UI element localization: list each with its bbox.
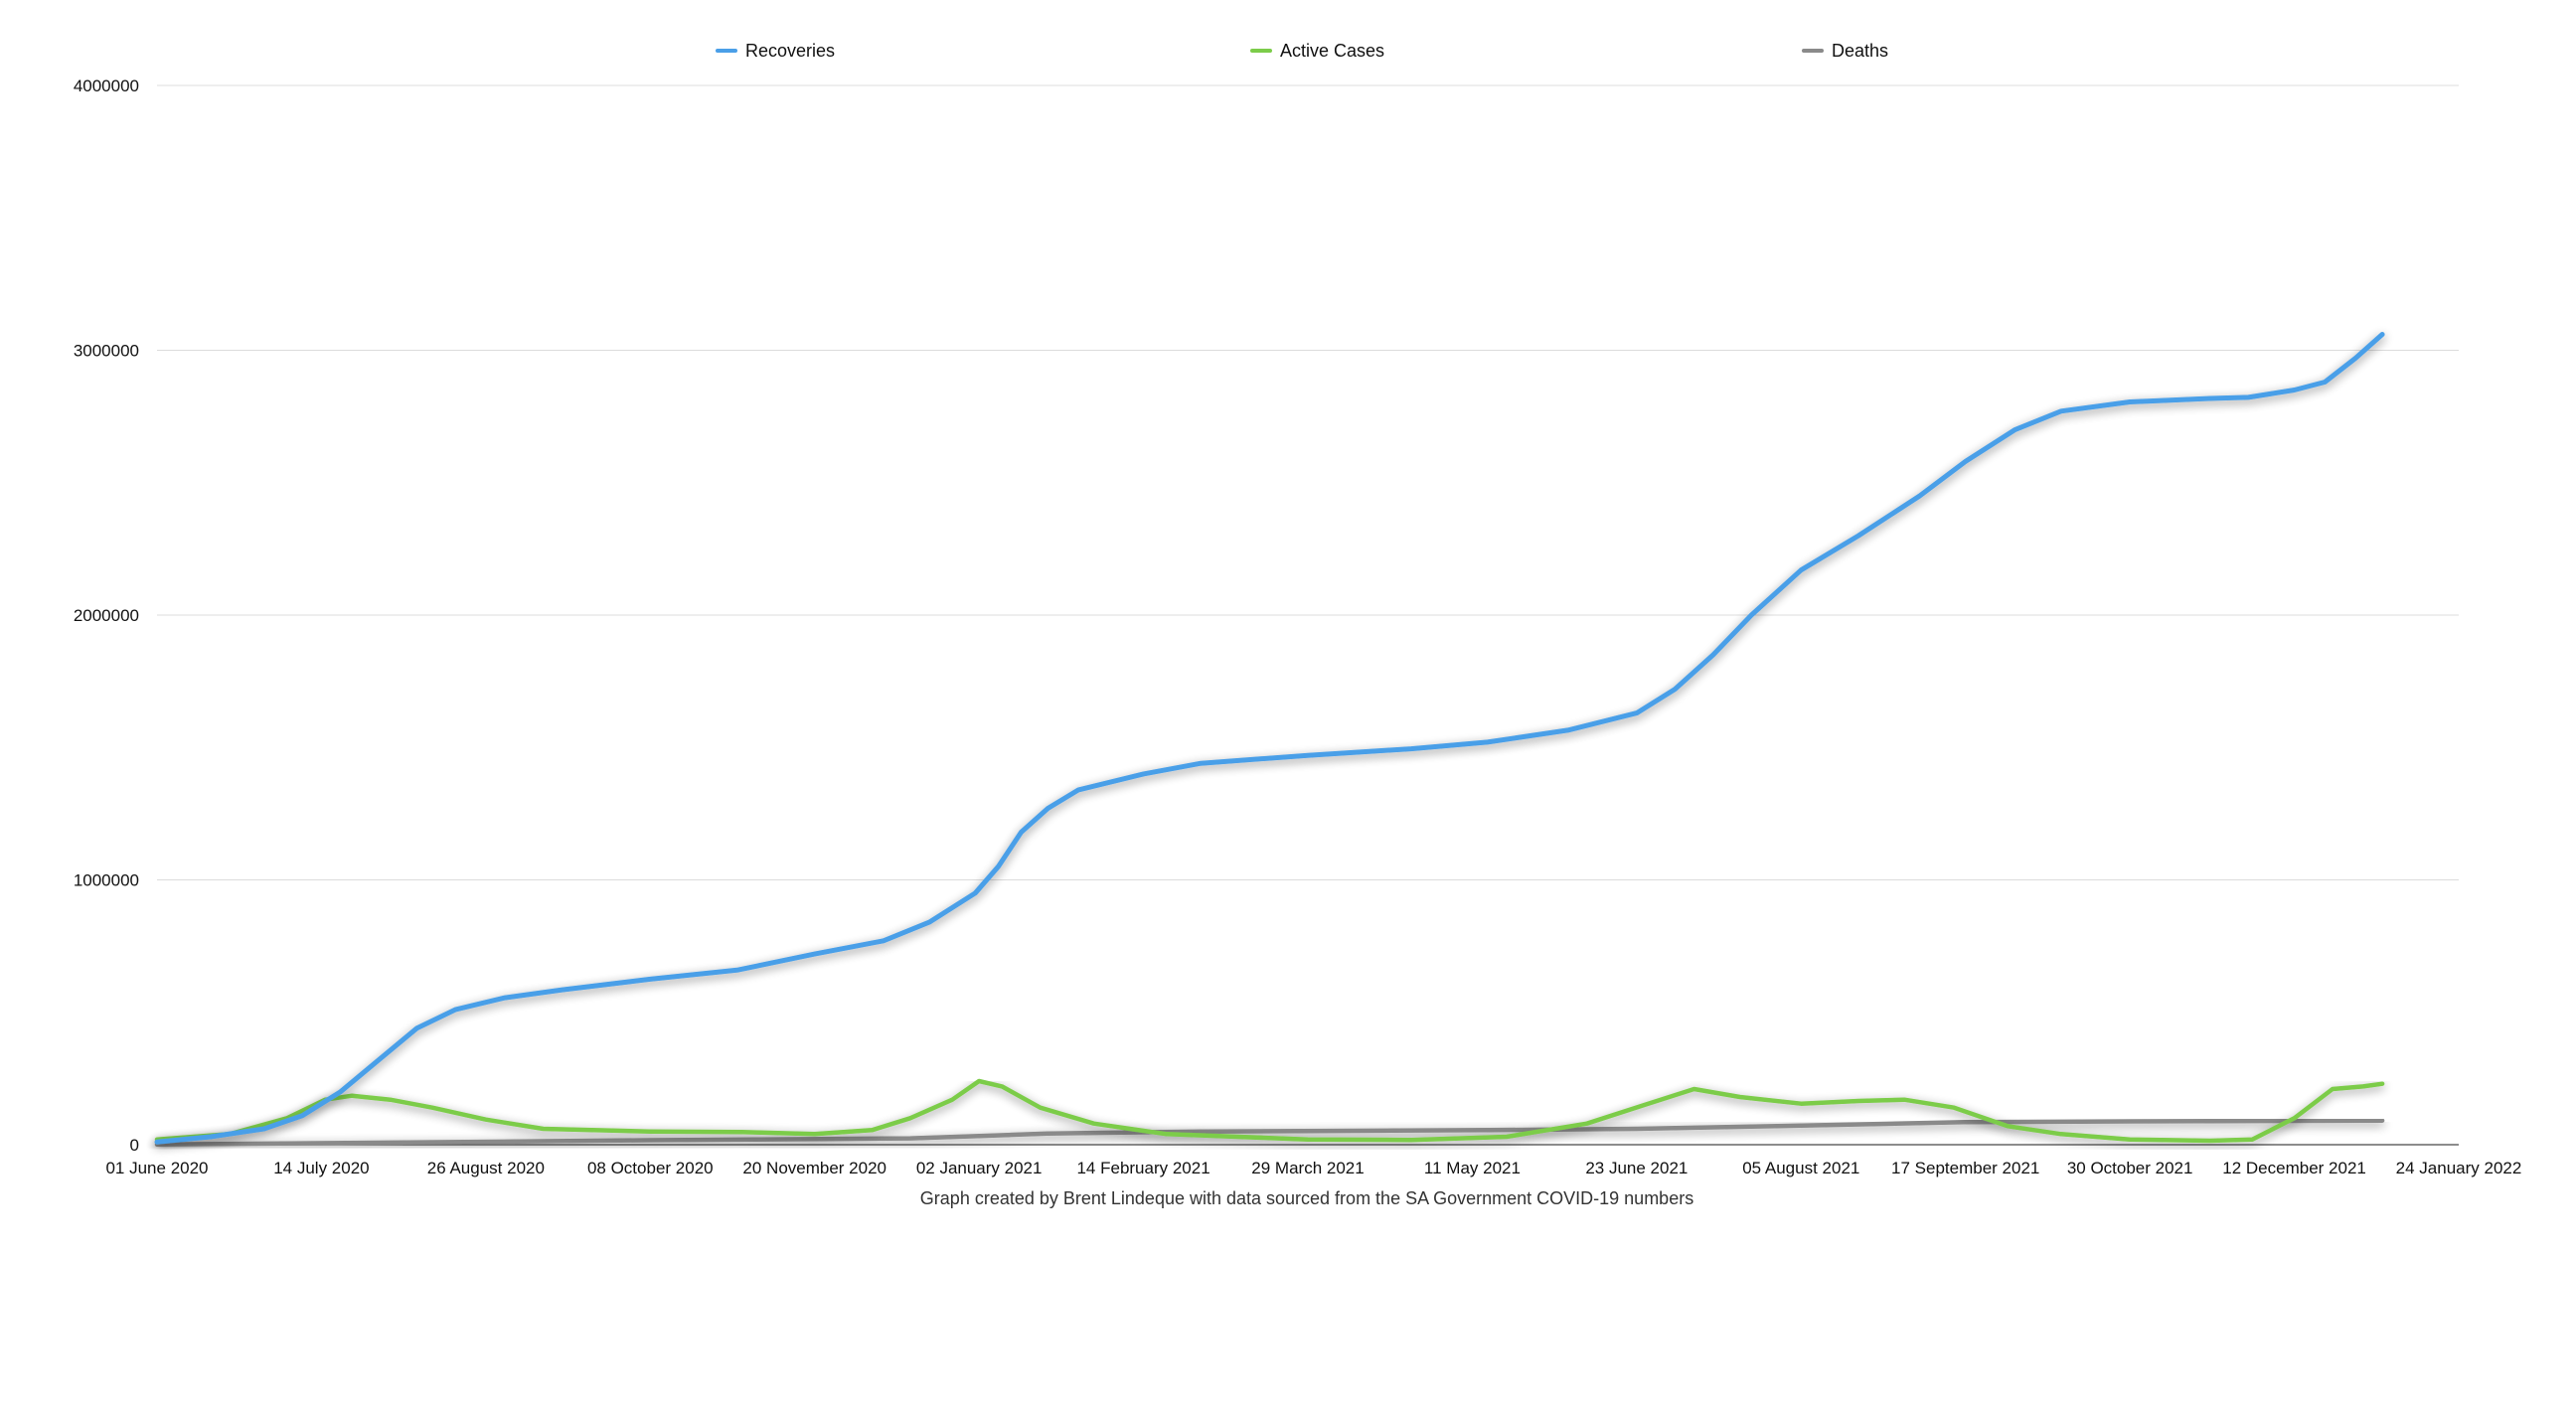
legend-item-recoveries: Recoveries	[716, 41, 835, 61]
series-line-active-cases	[154, 1078, 2385, 1144]
x-tick-label: 17 September 2021	[1891, 1159, 2039, 1177]
chart-caption: Graph created by Brent Lindeque with dat…	[920, 1188, 1693, 1208]
x-tick-label: 02 January 2021	[916, 1159, 1043, 1177]
series-line-recoveries	[154, 332, 2385, 1145]
x-tick-label: 23 June 2021	[1585, 1159, 1688, 1177]
x-tick-label: 24 January 2022	[2396, 1159, 2522, 1177]
x-tick-label: 30 October 2021	[2067, 1159, 2193, 1177]
x-tick-label: 14 July 2020	[273, 1159, 369, 1177]
legend-label: Deaths	[1832, 41, 1888, 61]
x-tick-label: 12 December 2021	[2222, 1159, 2366, 1177]
legend-label: Active Cases	[1280, 41, 1384, 61]
x-tick-label: 11 May 2021	[1424, 1159, 1521, 1177]
x-tick-label: 01 June 2020	[105, 1159, 208, 1177]
y-tick-label: 3000000	[74, 342, 139, 361]
x-tick-label: 26 August 2020	[427, 1159, 545, 1177]
y-tick-label: 2000000	[74, 606, 139, 625]
x-tick-label: 08 October 2020	[587, 1159, 714, 1177]
y-tick-label: 0	[130, 1136, 139, 1155]
x-tick-label: 05 August 2021	[1742, 1159, 1859, 1177]
series-lines	[154, 332, 2385, 1148]
legend-label: Recoveries	[745, 41, 835, 61]
y-tick-label: 4000000	[74, 77, 139, 95]
legend-item-active-cases: Active Cases	[1250, 41, 1384, 61]
x-tick-label: 20 November 2020	[742, 1159, 886, 1177]
legend-item-deaths: Deaths	[1802, 41, 1888, 61]
gridlines	[157, 84, 2459, 880]
axes: 0 1000000 2000000 3000000 4000000 01 June 202…	[74, 77, 2522, 1177]
x-tick-label: 29 March 2021	[1251, 1159, 1364, 1177]
series-line-deaths	[154, 1118, 2385, 1148]
y-tick-label: 1000000	[74, 871, 139, 890]
legend: Recoveries Active Cases Deaths	[716, 41, 1888, 61]
x-tick-label: 14 February 2021	[1076, 1159, 1209, 1177]
